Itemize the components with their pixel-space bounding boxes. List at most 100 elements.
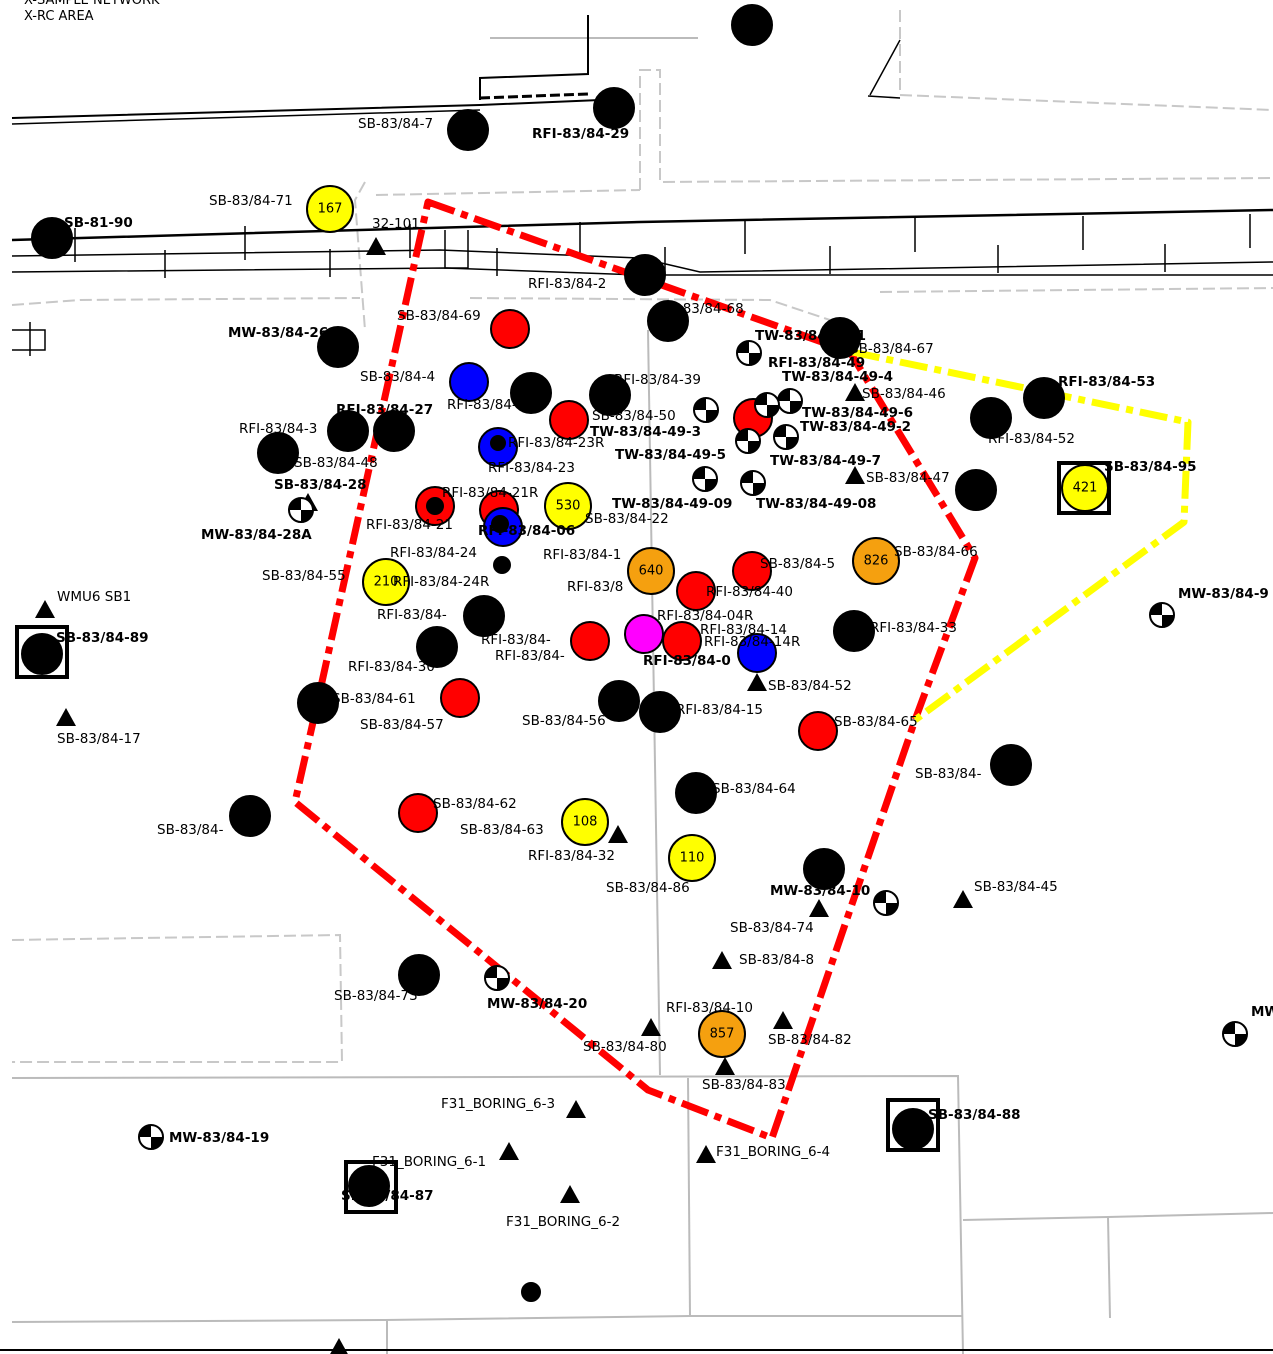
sample-label-23: RFI-83/84-3 <box>239 421 317 437</box>
sample-label-82: SB-83/84-80 <box>583 1039 667 1055</box>
monitoring-well-4-q2 <box>748 441 760 453</box>
boring-triangle-4 <box>35 600 55 618</box>
sample-label-40: RFI-83/84-24 <box>390 545 477 561</box>
blue-dot-center-1 <box>491 515 509 533</box>
valued-circle-8 <box>698 1010 746 1058</box>
road-dashed-segment <box>479 92 589 100</box>
sample-label-90: SB-83/84-87 <box>341 1188 434 1204</box>
sample-label-8: SB-83/84-69 <box>397 308 481 324</box>
valued-circle-6 <box>561 798 609 846</box>
black-sample-dot-15 <box>955 469 997 511</box>
sample-label-13: RFI-83/84-53 <box>1058 374 1155 390</box>
sample-label-2: SB-83/84-71 <box>209 193 293 209</box>
sample-label-0: SB-83/84-7 <box>358 116 433 132</box>
boring-triangle-11 <box>773 1011 793 1029</box>
sample-label-38: RFI-83/84-06 <box>478 523 575 539</box>
black-sample-dot-20 <box>598 680 640 722</box>
sample-label-52: SB-83/84-89 <box>56 630 149 646</box>
sample-label-37: SB-83/84-22 <box>585 511 669 527</box>
sample-symbols-layer: 167 530 210 640 826 421 108 110 857 <box>15 4 1248 1354</box>
valued-circle-3 <box>627 547 675 595</box>
black-sample-dot-21 <box>639 691 681 733</box>
monitoring-well-8-q1 <box>289 498 301 510</box>
black-sample-dot-24 <box>229 795 271 837</box>
valued-circle-label-2: 210 <box>374 575 399 590</box>
boring-triangle-7 <box>608 825 628 843</box>
parcel-line-1 <box>687 1077 691 1317</box>
sample-label-70: SB-83/84- <box>157 822 224 838</box>
dashed-outline-4 <box>353 181 366 331</box>
sample-label-7: MW-83/84-26 <box>228 325 328 341</box>
parcel-line-5 <box>1107 1216 1111 1319</box>
sample-label-15: RFI-83/84-39 <box>614 372 701 388</box>
monitoring-well-3 <box>754 392 780 418</box>
sample-label-68: SB-83/84-64 <box>712 781 796 797</box>
monitoring-well-9-q2 <box>1162 615 1174 627</box>
sample-label-42: SB-83/84-5 <box>760 556 835 572</box>
road-line-3 <box>11 99 601 119</box>
boxed-sample-1-box <box>1057 461 1111 515</box>
dashed-outline-2 <box>879 287 1273 293</box>
sample-label-21: TW-83/84-49-3 <box>590 424 701 440</box>
sample-label-73: SB-83/84-86 <box>606 880 690 896</box>
area-boundaries <box>291 198 1192 1142</box>
sample-label-39: MW-83/84-28A <box>201 527 312 543</box>
sample-label-50: RFI-83/84- <box>377 607 447 623</box>
sample-label-10: SB-83/84-67 <box>850 341 934 357</box>
red-sample-dot-0 <box>490 309 530 349</box>
sample-label-33: RFI-83/84-21R <box>442 485 538 501</box>
monitoring-well-0 <box>736 340 762 366</box>
black-sample-dot-7 <box>819 317 861 359</box>
boxed-dot-0 <box>21 633 63 675</box>
monitoring-well-3-q2 <box>767 405 779 417</box>
valued-circle-7 <box>668 834 716 882</box>
boring-triangle-5 <box>56 708 76 726</box>
black-sample-dot-11 <box>970 397 1012 439</box>
boxed-dot-3 <box>348 1165 390 1207</box>
boring-triangle-1 <box>845 383 865 401</box>
boxed-dot-2 <box>892 1108 934 1150</box>
sample-label-31: SB-83/84-95 <box>1104 459 1197 475</box>
sample-label-56: RFI-83/84-14R <box>704 634 800 650</box>
boring-triangle-8 <box>809 899 829 917</box>
monitoring-well-11-q1 <box>485 966 497 978</box>
sample-label-71: SB-83/84-63 <box>460 822 544 838</box>
black-sample-dot-4 <box>624 254 666 296</box>
valued-circle-2 <box>362 558 410 606</box>
sample-label-25: RFI-83/84-52 <box>988 431 1075 447</box>
black-sample-dot-8 <box>510 372 552 414</box>
monitoring-well-11-q2 <box>497 978 509 990</box>
sample-label-44: SB-83/84-55 <box>262 568 346 584</box>
boring-triangle-6 <box>747 673 767 691</box>
sample-label-49: MW-83/84-9 <box>1178 586 1269 602</box>
black-sample-dot-12 <box>327 410 369 452</box>
monitoring-well-6-q2 <box>705 479 717 491</box>
sample-label-45: RFI-83/84-24R <box>393 574 489 590</box>
boring-triangle-14 <box>566 1100 586 1118</box>
red-sample-dot-9 <box>798 711 838 751</box>
monitoring-well-5 <box>773 424 799 450</box>
black-sample-dot-0 <box>731 4 773 46</box>
sample-label-54: RFI-83/84-33 <box>870 620 957 636</box>
sample-label-58: RFI-83/84-0 <box>643 653 731 669</box>
sample-label-64: SB-83/84-57 <box>360 717 444 733</box>
sample-label-88: F31_BORING_6-1 <box>372 1154 486 1170</box>
boring-triangle-16 <box>696 1145 716 1163</box>
sample-label-30: SB-83/84-47 <box>866 470 950 486</box>
red-sample-dot-4 <box>732 551 772 591</box>
boxed-sample-3-box <box>344 1160 398 1214</box>
blue-sample-dot-3 <box>737 633 777 673</box>
monitoring-well-5-q1 <box>774 425 786 437</box>
monitoring-well-9 <box>1149 602 1175 628</box>
sample-label-63: RFI-83/84-15 <box>676 702 763 718</box>
boring-triangle-9 <box>953 890 973 908</box>
valued-circle-label-6: 108 <box>573 815 598 830</box>
monitoring-well-2-q1 <box>778 389 790 401</box>
sample-label-80: RFI-83/84-10 <box>666 1000 753 1016</box>
black-sample-dot-17 <box>416 626 458 668</box>
dashed-outline-5 <box>375 189 641 196</box>
sample-label-14: SB-83/84-4 <box>360 369 435 385</box>
valued-circle-label-7: 110 <box>680 851 705 866</box>
monitoring-well-8-q2 <box>301 510 313 522</box>
road-line-7 <box>867 95 901 99</box>
